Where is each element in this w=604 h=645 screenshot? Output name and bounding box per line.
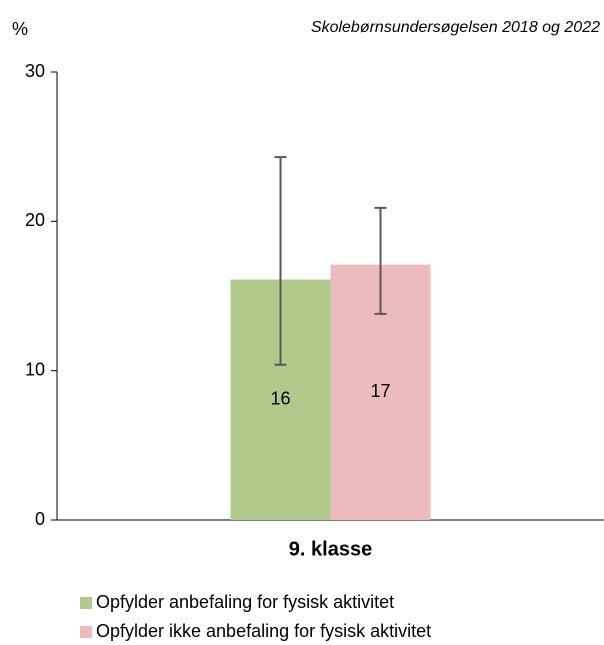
subtitle: Skolebørnsundersøgelsen 2018 og 2022 [311, 19, 600, 36]
legend-swatch [80, 626, 92, 638]
legend-label: Opfylder anbefaling for fysisk aktivitet [96, 592, 394, 612]
value-label: 17 [370, 381, 390, 401]
y-tick-label: 10 [25, 359, 45, 379]
value-label: 16 [270, 389, 290, 409]
unit-label: % [12, 19, 28, 39]
error-bar [274, 156, 287, 366]
legend-label: Opfylder ikke anbefaling for fysisk akti… [96, 621, 431, 641]
error-bar [374, 206, 387, 315]
y-tick-label: 0 [35, 509, 45, 529]
x-tick-label: 9. klasse [289, 538, 372, 560]
y-tick-label: 20 [25, 210, 45, 230]
legend-swatch [80, 597, 92, 609]
y-tick-label: 30 [25, 61, 45, 81]
